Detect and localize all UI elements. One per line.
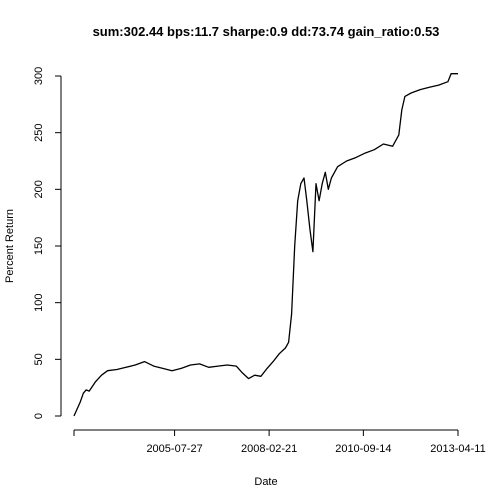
chart-title: sum:302.44 bps:11.7 sharpe:0.9 dd:73.74 … [93,24,440,39]
y-tick-label: 50 [33,353,45,365]
y-tick-label: 300 [33,67,45,85]
x-tick-label: 2010-09-14 [335,443,391,455]
y-tick-label: 100 [33,293,45,311]
y-axis-label: Percent Return [4,209,16,283]
x-tick-label: 2013-04-11 [430,443,485,455]
y-axis: 0 50 100 150 200 250 300 [33,67,62,419]
y-tick-label: 200 [33,180,45,198]
x-axis: 2005-07-27 2008-02-21 2010-09-14 2013-04-11 [73,429,486,455]
x-axis-label: Date [254,476,277,488]
x-tick-label: 2005-07-27 [146,443,202,455]
y-tick-label: 150 [33,237,45,255]
series-line [73,73,458,417]
y-tick-label: 0 [33,413,45,419]
x-tick-label: 2008-02-21 [241,443,297,455]
y-tick-label: 250 [33,123,45,141]
